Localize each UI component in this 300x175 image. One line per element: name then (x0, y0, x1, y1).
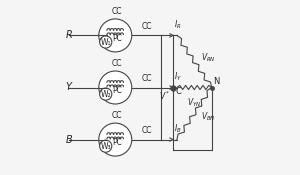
Text: CC: CC (112, 59, 122, 68)
Text: $V_{BN}$: $V_{BN}$ (201, 111, 216, 123)
Text: $I_R$: $I_R$ (174, 19, 182, 31)
Circle shape (99, 123, 132, 156)
Text: $V^*$: $V^*$ (159, 89, 170, 102)
Text: PC: PC (112, 34, 122, 43)
Circle shape (99, 71, 132, 104)
Circle shape (99, 19, 132, 52)
Text: PC: PC (112, 138, 122, 147)
Text: C: C (175, 87, 181, 96)
Text: CC: CC (141, 74, 152, 83)
Text: R: R (65, 30, 72, 40)
Circle shape (100, 88, 112, 100)
Text: $V_{YN}$: $V_{YN}$ (187, 96, 201, 109)
Text: B: B (65, 135, 72, 145)
Text: PC: PC (112, 86, 122, 95)
Text: $V_{RN}$: $V_{RN}$ (201, 52, 216, 64)
Text: W₂: W₂ (100, 90, 111, 99)
Text: Y: Y (65, 82, 71, 93)
Text: CC: CC (112, 111, 122, 120)
Text: CC: CC (141, 126, 152, 135)
Text: W₃: W₃ (100, 142, 111, 151)
Text: $I_Y$: $I_Y$ (174, 71, 182, 83)
Text: N: N (213, 77, 219, 86)
Text: $I_B$: $I_B$ (174, 123, 182, 135)
Text: W₁: W₁ (100, 37, 111, 47)
Text: CC: CC (112, 7, 122, 16)
Circle shape (100, 36, 112, 48)
Text: CC: CC (141, 22, 152, 31)
Circle shape (100, 140, 112, 152)
